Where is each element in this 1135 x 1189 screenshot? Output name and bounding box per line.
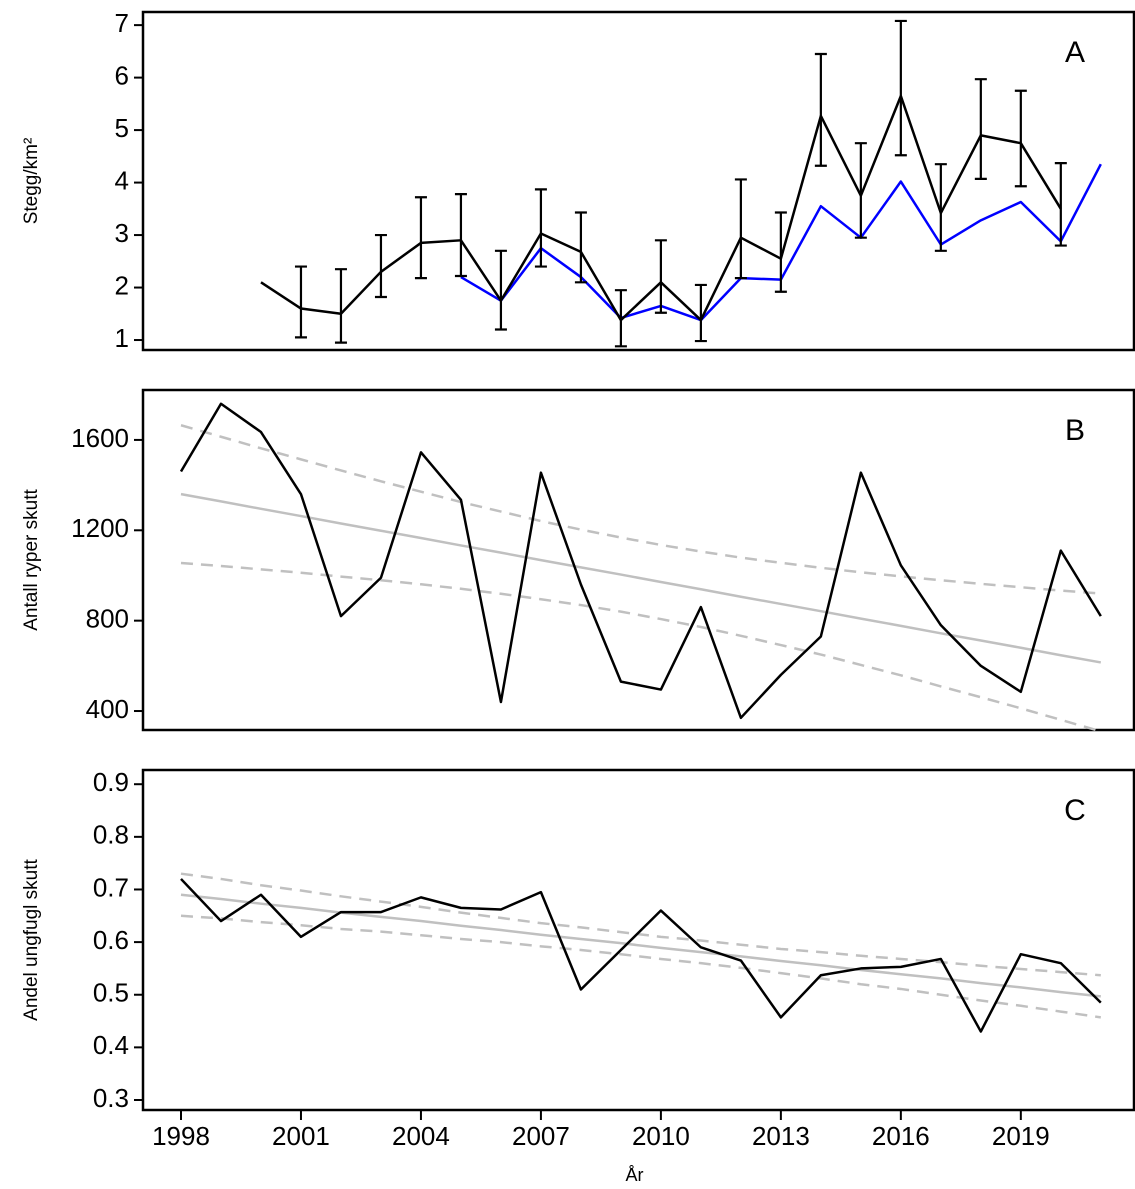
error-bar xyxy=(734,178,747,280)
y-axis-label: Stegg/km² xyxy=(21,138,42,225)
y-tick-label: 1 xyxy=(115,323,129,353)
x-tick-label: 1998 xyxy=(152,1121,210,1151)
x-tick-label: 2013 xyxy=(752,1121,810,1151)
panel-label: C xyxy=(1064,794,1086,827)
x-tick-label: 2016 xyxy=(872,1121,930,1151)
error-bar xyxy=(494,249,507,331)
y-tick-label: 5 xyxy=(115,113,129,143)
y-tick-label: 0.7 xyxy=(93,872,129,902)
y-axis-label: Andel ungfugl skutt xyxy=(21,858,42,1020)
x-tick-label: 2007 xyxy=(512,1121,570,1151)
x-tick-label: 2019 xyxy=(992,1121,1050,1151)
error-bar xyxy=(334,268,347,344)
error-bar xyxy=(854,142,867,239)
series-line xyxy=(180,893,1101,998)
plot-frame xyxy=(141,10,1135,352)
x-tick-label: 2004 xyxy=(392,1121,450,1151)
error-bar xyxy=(414,196,427,280)
error-bar xyxy=(614,289,627,348)
y-tick-label: 0.8 xyxy=(93,820,129,850)
error-bar xyxy=(1014,89,1027,188)
y-tick-label: 0.3 xyxy=(93,1083,129,1113)
x-axis-label: År xyxy=(626,1165,644,1185)
y-tick-label: 0.6 xyxy=(93,925,129,955)
error-bar xyxy=(694,283,707,343)
series-line xyxy=(180,424,1101,595)
error-bar xyxy=(534,188,547,268)
y-tick-label: 400 xyxy=(86,694,129,724)
y-tick-label: 0.4 xyxy=(93,1030,129,1060)
error-bar xyxy=(574,211,587,284)
y-tick-label: 7 xyxy=(115,8,129,38)
y-tick-label: 4 xyxy=(115,165,129,195)
error-bar xyxy=(774,211,787,293)
plot-frame xyxy=(141,388,1135,732)
series-line xyxy=(180,878,1102,1033)
x-tick-label: 2001 xyxy=(272,1121,330,1151)
error-bar xyxy=(294,265,307,339)
series-line xyxy=(180,872,1101,977)
series-line xyxy=(180,914,1101,1019)
error-bar xyxy=(654,239,667,314)
error-bar xyxy=(934,163,947,252)
y-tick-label: 6 xyxy=(115,60,129,90)
error-bar xyxy=(454,193,467,278)
y-tick-label: 0.9 xyxy=(93,767,129,797)
series-line xyxy=(180,492,1102,664)
error-bar xyxy=(974,78,987,181)
series-line xyxy=(179,402,1102,720)
error-bar xyxy=(814,52,827,167)
y-tick-label: 1600 xyxy=(71,423,129,453)
panel-label: A xyxy=(1065,36,1085,69)
y-tick-label: 3 xyxy=(115,218,129,248)
series-line xyxy=(180,561,1102,733)
y-tick-label: 2 xyxy=(115,270,129,300)
error-bar xyxy=(374,233,387,299)
y-tick-label: 0.5 xyxy=(93,978,129,1008)
plot-frame xyxy=(141,768,1135,1112)
error-bar xyxy=(894,19,907,157)
panel-label: B xyxy=(1065,414,1085,447)
error-bar xyxy=(1054,162,1067,247)
y-tick-label: 1200 xyxy=(71,513,129,543)
y-axis-label: Antall ryper skutt xyxy=(21,489,42,631)
y-tick-label: 800 xyxy=(86,604,129,634)
x-tick-label: 2010 xyxy=(632,1121,690,1151)
